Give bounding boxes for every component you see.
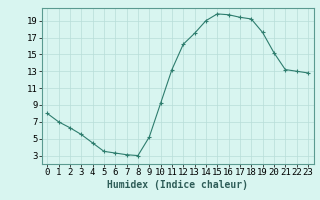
X-axis label: Humidex (Indice chaleur): Humidex (Indice chaleur) — [107, 180, 248, 190]
